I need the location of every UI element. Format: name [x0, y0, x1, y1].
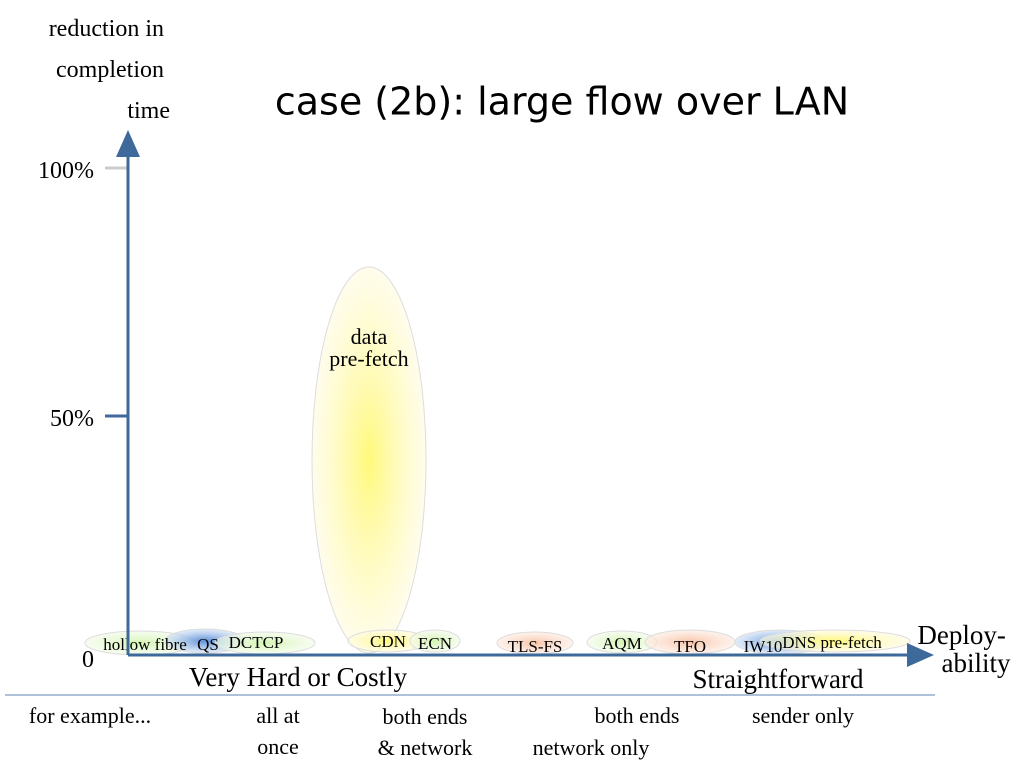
- y-axis-label: reduction in completion time: [49, 16, 170, 124]
- footer-line: both ends: [595, 703, 680, 728]
- item-label: DCTCP: [229, 633, 284, 652]
- label-line: ability: [942, 648, 1011, 678]
- item-label: ECN: [418, 634, 452, 653]
- footer-line: sender only: [752, 703, 854, 728]
- footer-text: sender only: [752, 703, 854, 728]
- item-label: QS: [197, 635, 219, 654]
- item-label: AQM: [602, 634, 642, 653]
- x-axis-left-end: Very Hard or Costly: [189, 662, 408, 692]
- item-label: CDN: [370, 632, 406, 651]
- y-tick-label: 100%: [38, 158, 94, 184]
- label-line: AQM: [602, 634, 642, 653]
- label-line: pre-fetch: [329, 346, 408, 371]
- item-ellipse: [409, 629, 461, 653]
- footer-text: all at once: [256, 703, 299, 759]
- label-line: TFO: [674, 637, 706, 656]
- x-axis-label: Deploy- ability: [917, 620, 1012, 678]
- title: case (2b): large flow over LAN: [275, 80, 849, 124]
- footer-line: network only: [533, 735, 650, 760]
- footer-line: & network: [378, 735, 473, 760]
- item-ellipse: [759, 629, 911, 653]
- item-label: IW10: [744, 637, 783, 656]
- y-tick-label: 0: [82, 647, 94, 673]
- label-line: time: [127, 98, 170, 124]
- footer-text: both ends: [595, 703, 680, 728]
- label-line: IW10: [744, 637, 783, 656]
- x-axis-right-end: Straightforward: [693, 664, 864, 694]
- label-line: ECN: [418, 634, 452, 653]
- label-line: reduction in: [49, 16, 164, 42]
- label-line: CDN: [370, 632, 406, 651]
- footer-line: both ends: [383, 704, 468, 729]
- y-tick-label: 50%: [50, 406, 94, 432]
- label-line: completion: [56, 57, 164, 83]
- label-line: hollow fibre: [103, 635, 187, 654]
- items: hollow fibre QS DCTCP data pre-fetch CDN ECN TL…: [84, 266, 911, 656]
- footer-line: for example...: [29, 703, 151, 728]
- label-line: DNS pre-fetch: [782, 633, 882, 652]
- item-label: TLS-FS: [508, 637, 563, 656]
- label-line: TLS-FS: [508, 637, 563, 656]
- footer-text: network only: [533, 735, 650, 760]
- item-label: data pre-fetch: [329, 324, 408, 371]
- label-line: DCTCP: [229, 633, 284, 652]
- item-label: DNS pre-fetch: [782, 633, 882, 652]
- label-line: data: [351, 324, 388, 349]
- item-ellipse: [311, 266, 427, 654]
- footer-line: once: [257, 734, 299, 759]
- label-line: QS: [197, 635, 219, 654]
- footer-text: both ends & network: [378, 704, 473, 760]
- label-line: Deploy-: [917, 620, 1005, 650]
- footer-line: all at: [256, 703, 299, 728]
- item-label: TFO: [674, 637, 706, 656]
- item-label: hollow fibre: [103, 635, 187, 654]
- footer-text: for example...: [29, 703, 151, 728]
- footer: for example... all at once both ends & netwo…: [29, 703, 854, 760]
